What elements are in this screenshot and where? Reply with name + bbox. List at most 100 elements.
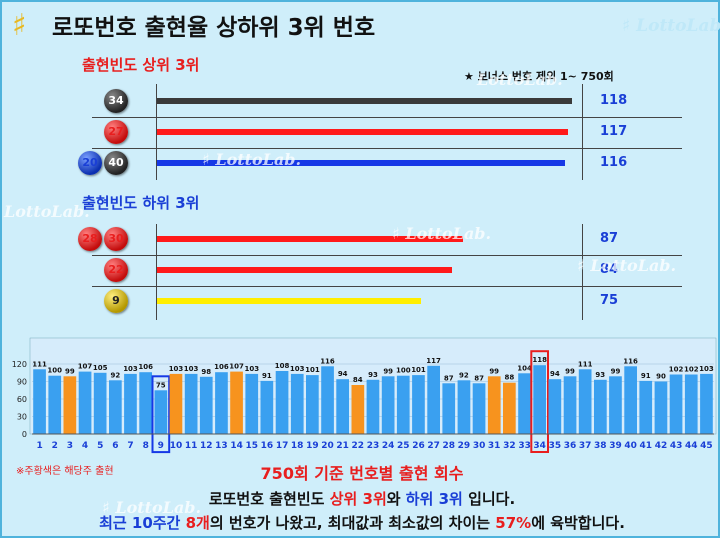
- data-label-1: 111: [32, 360, 47, 368]
- x-tick-label-35: 35: [549, 441, 562, 451]
- bar-45: [700, 373, 713, 434]
- chart-caption: 750회 기준 번호별 출현 회수: [260, 464, 464, 483]
- bar-28: [442, 383, 456, 435]
- data-label-36: 99: [565, 367, 575, 375]
- summary-text: 입니다.: [462, 490, 516, 508]
- logo-watermark: LottoLab.: [477, 70, 563, 89]
- bar-14: [230, 371, 243, 434]
- x-tick-label-34: 34: [533, 441, 546, 451]
- lotto-ball-34: 34: [104, 89, 128, 113]
- bar-41: [639, 380, 653, 434]
- logo-watermark: ♯ LottoLab.: [202, 150, 302, 169]
- x-tick-label-3: 3: [67, 441, 73, 451]
- bar-33: [518, 373, 531, 434]
- x-tick-label-36: 36: [564, 441, 577, 451]
- logo-watermark: ♯ LottoLab.: [392, 224, 492, 243]
- x-tick-label-11: 11: [185, 441, 198, 451]
- lotto-ball-22: 22: [104, 258, 128, 282]
- bar-9: [154, 390, 168, 435]
- data-label-15: 103: [244, 365, 259, 373]
- lotto-ball-27: 27: [104, 120, 128, 144]
- x-tick-label-19: 19: [306, 441, 319, 451]
- data-label-19: 101: [305, 366, 320, 374]
- bar-40: [624, 366, 637, 434]
- bar-17: [275, 371, 289, 434]
- data-label-39: 99: [611, 367, 621, 375]
- y-tick-label: 0: [22, 430, 27, 439]
- bar-6: [109, 380, 122, 434]
- bar-30: [472, 383, 486, 435]
- x-tick-label-8: 8: [143, 441, 149, 451]
- y-tick-label: 120: [12, 360, 27, 369]
- summary-text: 최근 10주간: [99, 514, 186, 532]
- data-label-21: 94: [338, 370, 348, 378]
- rank-bar: [157, 129, 568, 135]
- rank-count: 117: [600, 124, 628, 139]
- x-tick-label-18: 18: [291, 441, 304, 451]
- summary-text: 와: [386, 490, 406, 508]
- highlight-box-9: [151, 375, 171, 454]
- summary-text: 로또번호 출현빈도: [208, 490, 330, 508]
- data-label-3: 99: [65, 367, 75, 375]
- bottom-section-title: 출현빈도 하위 3위: [82, 194, 200, 212]
- rank-count: 75: [600, 293, 619, 308]
- x-tick-label-1: 1: [36, 441, 42, 451]
- x-tick-label-37: 37: [579, 441, 592, 451]
- x-tick-label-24: 24: [382, 441, 395, 451]
- bar-34: [533, 365, 546, 434]
- x-tick-label-15: 15: [246, 441, 259, 451]
- data-label-31: 99: [489, 367, 499, 375]
- rank-count: 118: [600, 93, 628, 108]
- logo-text: LottoLab.: [477, 70, 563, 89]
- x-tick-label-10: 10: [170, 441, 183, 451]
- bar-42: [654, 381, 668, 434]
- data-label-24: 99: [383, 367, 393, 375]
- bar-11: [184, 373, 198, 434]
- x-tick-label-40: 40: [624, 441, 637, 451]
- logo-watermark: LottoLab.: [4, 202, 90, 221]
- bar-24: [381, 376, 395, 435]
- y-tick-label: 90: [17, 378, 27, 387]
- data-label-16: 91: [262, 372, 272, 380]
- data-label-26: 101: [411, 366, 426, 374]
- x-tick-label-44: 44: [685, 441, 698, 451]
- summary-highlight: 상위 3위: [329, 490, 387, 508]
- rank-bar: [157, 298, 421, 304]
- bar-7: [124, 373, 137, 434]
- logo-watermark: ♯ LottoLab.: [622, 16, 720, 36]
- bar-25: [396, 375, 410, 434]
- bonus-note: ★ 보너스 번호 제외 1~ 750회: [464, 70, 614, 83]
- bar-16: [260, 380, 274, 434]
- x-tick-label-38: 38: [594, 441, 607, 451]
- logo-text: LottoLab.: [215, 150, 302, 169]
- x-tick-label-17: 17: [276, 441, 289, 451]
- x-tick-label-5: 5: [97, 441, 103, 451]
- lotto-ball-28: 28: [78, 227, 102, 251]
- data-label-4: 107: [78, 363, 93, 371]
- x-tick-label-21: 21: [336, 441, 349, 451]
- data-label-7: 103: [123, 365, 138, 373]
- data-label-25: 100: [396, 367, 411, 375]
- x-tick-label-27: 27: [427, 441, 440, 451]
- x-tick-label-23: 23: [367, 441, 380, 451]
- divider: [92, 117, 682, 118]
- bottom-right-line: [582, 224, 583, 320]
- data-label-34: 118: [532, 356, 547, 364]
- top-right-line: [582, 84, 583, 180]
- bar-22: [351, 385, 365, 434]
- bottom-axis-line: [156, 224, 157, 320]
- x-tick-label-41: 41: [640, 441, 653, 451]
- x-tick-label-16: 16: [261, 441, 274, 451]
- lotto-ball-20: 20: [78, 151, 102, 175]
- page-title: 로또번호 출현율 상하위 3위 번호: [52, 15, 376, 41]
- rank-bar: [157, 160, 565, 166]
- data-label-28: 87: [444, 374, 454, 382]
- summary-line-1: 로또번호 출현빈도 상위 3위와 하위 3위 입니다.: [2, 488, 720, 509]
- x-tick-label-39: 39: [609, 441, 622, 451]
- rank-count: 84: [600, 262, 619, 277]
- logo-watermark: ♯ LottoLab.: [102, 498, 202, 517]
- highlight-box-34: [530, 350, 549, 454]
- data-label-37: 111: [578, 360, 593, 368]
- summary-highlight: 8개: [185, 514, 210, 532]
